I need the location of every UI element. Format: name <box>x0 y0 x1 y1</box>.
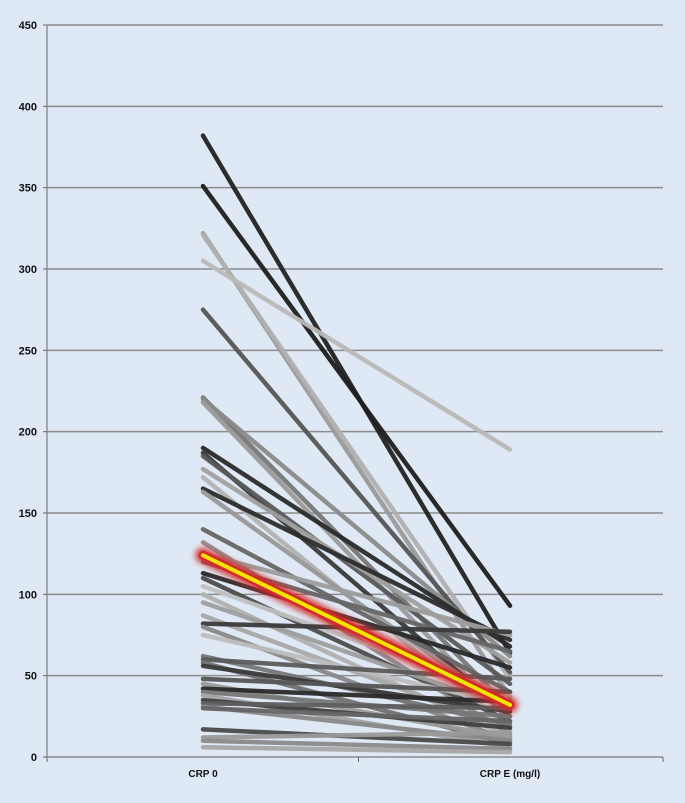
patient-line-12 <box>200 453 513 687</box>
patient-line-17 <box>200 527 513 695</box>
patient-line-5 <box>200 258 513 452</box>
patient-line-45 <box>200 738 513 752</box>
grid-lines <box>46 24 663 758</box>
patient-line-36 <box>200 686 513 704</box>
patient-line-19 <box>200 551 513 638</box>
mean-line-group <box>195 547 518 713</box>
patient-line-7 <box>200 395 513 711</box>
y-tick-label-100: 100 <box>19 589 37 601</box>
patient-line-46 <box>200 744 513 755</box>
y-tick-label-450: 450 <box>19 20 37 32</box>
y-tick-label-50: 50 <box>25 671 37 683</box>
patient-line-42 <box>200 705 513 724</box>
patient-line-15 <box>200 486 513 643</box>
y-tick-label-0: 0 <box>31 752 37 764</box>
patient-lines <box>200 133 513 755</box>
category-label-1: CRP E (mg/l) <box>480 769 540 780</box>
y-tick-label-150: 150 <box>19 508 37 520</box>
y-tick-label-350: 350 <box>19 183 37 195</box>
mean-line <box>201 553 512 707</box>
y-tick-label-250: 250 <box>19 345 37 357</box>
patient-line-2 <box>200 183 513 608</box>
y-tick-label-400: 400 <box>19 101 37 113</box>
y-tick-label-200: 200 <box>19 427 37 439</box>
patient-line-4 <box>200 232 513 682</box>
patient-line-33 <box>200 663 513 714</box>
category-label-0: CRP 0 <box>188 769 218 780</box>
x-axis-categories: CRP 0 CRP E (mg/l) <box>46 757 664 780</box>
patient-line-34 <box>200 676 513 695</box>
y-tick-label-300: 300 <box>19 264 37 276</box>
patient-line-40 <box>200 701 513 711</box>
y-axis-ticks: 0 50 100 150 200 250 300 350 400 450 <box>19 20 47 764</box>
patient-line-44 <box>200 730 513 740</box>
